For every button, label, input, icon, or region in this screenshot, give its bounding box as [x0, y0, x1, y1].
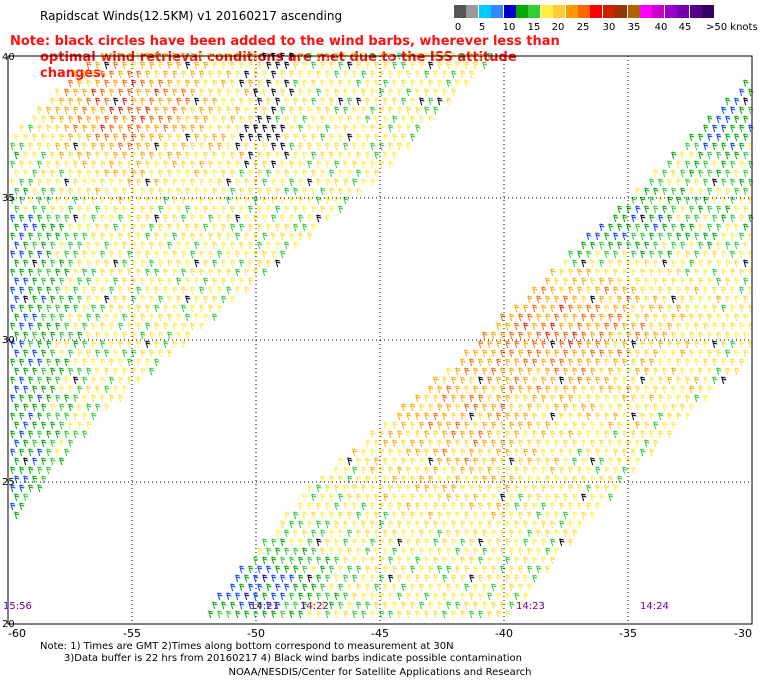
map-axes: 40 35 30 25 20-60 -55 -50 -45 -40 -35 -30 15:56 14:2…	[2, 52, 752, 640]
footnote-line-1: Note: 1) Times are GMT 2)Times along bot…	[40, 641, 454, 652]
legend-swatch	[454, 5, 466, 18]
legend-label: 15	[527, 22, 541, 33]
longitude-label: -35	[619, 627, 637, 640]
lat-lon-grid	[7, 55, 753, 625]
legend-swatch	[565, 5, 578, 18]
pass-time-label: 14:22	[300, 601, 329, 612]
wind-barb-group	[10, 52, 754, 619]
footnote: Note: 1) Times are GMT 2)Times along bot…	[40, 641, 522, 665]
legend-label: 0	[454, 22, 462, 33]
wind-barb-group	[19, 52, 754, 619]
legend-label: 45	[678, 22, 692, 33]
longitude-label: -60	[8, 627, 26, 640]
pass-time-label: 14:23	[516, 601, 545, 612]
map-title: Rapidscat Winds(12.5KM) v1 20160217 asce…	[40, 9, 343, 23]
wind-barb-group	[64, 61, 646, 466]
wind-barb-group	[46, 52, 722, 520]
legend-swatch	[677, 5, 690, 18]
wind-barb-group	[10, 88, 754, 610]
legend-swatch	[503, 5, 516, 18]
wind-speed-legend: 0 5 10 15 20 25 30 35 40 45 >50 knots	[454, 5, 758, 35]
wind-barb-group	[91, 79, 578, 349]
legend-swatch	[553, 5, 566, 18]
latitude-label: 20	[2, 619, 15, 630]
pass-time-label: 14:21	[250, 601, 279, 612]
legend-swatch	[615, 5, 628, 18]
longitude-label: -40	[495, 627, 513, 640]
legend-swatch	[702, 5, 714, 18]
legend-label: 10	[502, 22, 516, 33]
longitude-label: -45	[371, 627, 389, 640]
pass-time-label: 14:24	[640, 601, 669, 612]
warning-note-line-1: Note: black circles have been added to t…	[10, 34, 560, 49]
legend-label: 30	[602, 22, 616, 33]
legend-label: 5	[478, 22, 486, 33]
legend-swatch	[516, 5, 528, 18]
latitude-label: 30	[2, 335, 15, 346]
legend-label: 35	[627, 22, 641, 33]
legend-swatch	[590, 5, 603, 18]
legend-swatch	[478, 5, 491, 18]
footnote-line-2: 3)Data buffer is 22 hrs from 20160217 4)…	[64, 653, 522, 664]
legend-swatch	[528, 5, 541, 18]
wind-barb-group	[10, 79, 754, 619]
legend-swatch	[664, 5, 677, 18]
legend-label: 20	[551, 22, 565, 33]
latitude-label: 25	[2, 477, 15, 488]
latitude-label: 40	[2, 52, 15, 63]
legend-label: 25	[576, 22, 590, 33]
longitude-label: -30	[734, 627, 752, 640]
legend-swatch	[578, 5, 590, 18]
longitude-label: -55	[123, 627, 141, 640]
legend-swatch	[491, 5, 504, 18]
legend-swatch	[689, 5, 702, 18]
legend-swatch	[640, 5, 652, 18]
legend-swatch	[602, 5, 615, 18]
wind-barb-group	[10, 52, 754, 619]
wind-barb-group	[244, 574, 268, 601]
legend-swatch	[466, 5, 479, 18]
wind-barbs	[10, 52, 754, 619]
legend-label: 40	[654, 22, 668, 33]
legend-label: >50 knots	[706, 22, 758, 33]
legend-swatch	[540, 5, 553, 18]
latitude-label: 35	[2, 193, 15, 204]
pass-time-label: 15:56	[3, 601, 32, 612]
legend-swatch	[652, 5, 665, 18]
credit-line: NOAA/NESDIS/Center for Satellite Applica…	[228, 667, 532, 678]
longitude-label: -50	[247, 627, 265, 640]
map-frame	[7, 55, 753, 625]
legend-swatch	[627, 5, 640, 18]
